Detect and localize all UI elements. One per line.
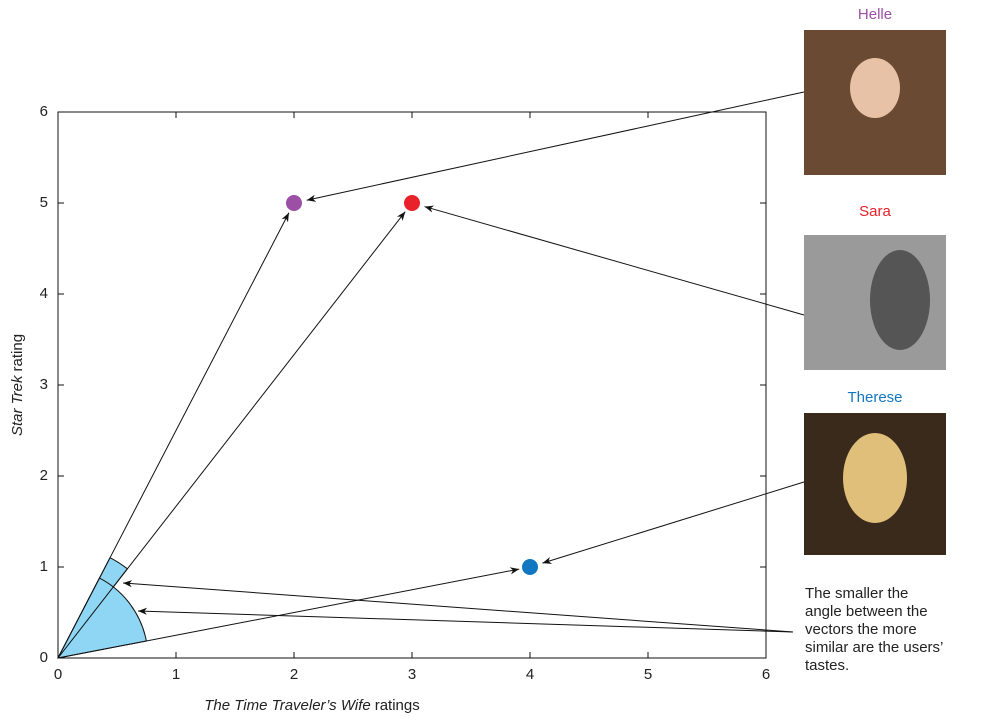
x-tick-label: 5 xyxy=(644,666,652,683)
annotation-line: angle between the xyxy=(805,603,928,620)
x-axis-label-italic: The Time Traveler’s Wife xyxy=(204,697,370,714)
pointer-arrow xyxy=(306,91,805,202)
y-axis-label: Star Trek rating xyxy=(9,334,26,436)
vector xyxy=(57,567,520,659)
annotation-line: vectors the more xyxy=(805,621,917,638)
legend-label: Therese xyxy=(847,389,902,406)
point xyxy=(522,559,538,575)
annotation-line: The smaller the xyxy=(805,585,908,602)
y-tick-label: 6 xyxy=(40,103,48,120)
photo-face xyxy=(843,433,907,523)
point xyxy=(404,195,420,211)
pointer-arrow xyxy=(542,481,805,564)
x-tick-label: 6 xyxy=(762,666,770,683)
y-tick-label: 5 xyxy=(40,194,48,211)
pointer-arrow xyxy=(122,580,794,633)
y-tick-label: 2 xyxy=(40,467,48,484)
x-tick-label: 0 xyxy=(54,666,62,683)
pointer-arrow xyxy=(137,607,794,633)
plot-frame xyxy=(57,111,767,659)
x-tick-label: 3 xyxy=(408,666,416,683)
y-tick-label: 1 xyxy=(40,558,48,575)
x-axis-label: The Time Traveler’s Wife ratings xyxy=(204,697,419,714)
angle-wedge xyxy=(57,577,147,659)
x-axis-label-rest: ratings xyxy=(375,697,420,714)
x-tick-label: 1 xyxy=(172,666,180,683)
legend-label: Helle xyxy=(858,6,892,23)
x-tick-label: 2 xyxy=(290,666,298,683)
photo-figure xyxy=(870,250,930,350)
y-tick-label: 0 xyxy=(40,649,48,666)
y-tick-label: 4 xyxy=(40,285,48,302)
vector xyxy=(57,211,406,659)
annotation-line: tastes. xyxy=(805,657,849,674)
point xyxy=(286,195,302,211)
y-axis-label-rest: rating xyxy=(9,334,26,372)
photo-face xyxy=(850,58,900,118)
annotation-line: similar are the users’ xyxy=(805,639,943,656)
y-axis-label-italic: Star Trek xyxy=(9,374,26,436)
legend-label: Sara xyxy=(859,203,891,220)
pointer-arrow xyxy=(424,205,805,316)
x-tick-label: 4 xyxy=(526,666,534,683)
vector xyxy=(57,212,290,659)
y-tick-label: 3 xyxy=(40,376,48,393)
